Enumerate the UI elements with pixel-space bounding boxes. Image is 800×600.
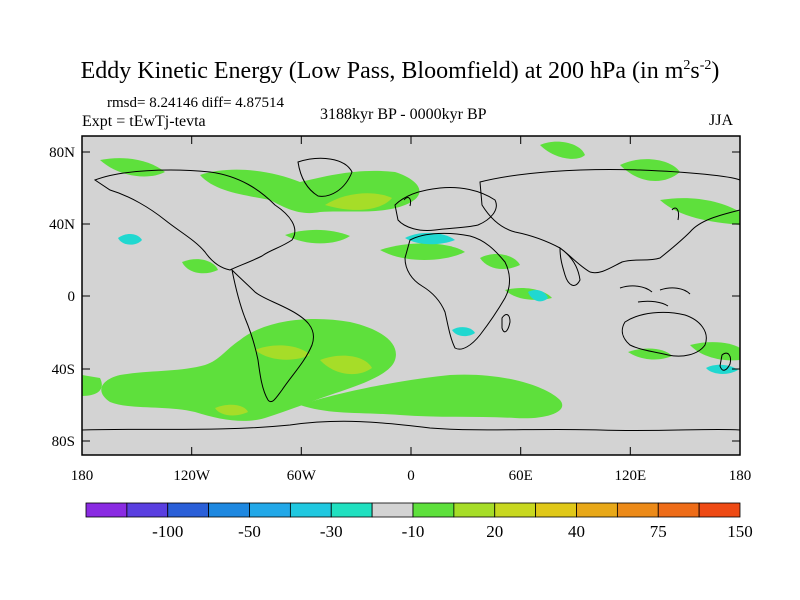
colorbar-swatch — [249, 502, 291, 518]
colorbar-swatch — [576, 502, 618, 518]
coastlines — [81, 157, 741, 432]
lon-label: 120W — [173, 468, 211, 484]
experiment-label: Expt = tEwTj-tevta — [82, 113, 206, 130]
colorbar — [85, 502, 741, 518]
lat-label: 40N — [49, 217, 75, 233]
colorbar-swatch — [412, 502, 455, 518]
map-panel — [81, 135, 741, 456]
colorbar-label: 75 — [650, 522, 667, 541]
lon-label: 0 — [407, 468, 415, 484]
colorbar-label: 40 — [568, 522, 585, 541]
negative-anomaly-regions — [118, 232, 738, 374]
positive-anomaly-regions — [82, 141, 740, 421]
colorbar-swatch — [330, 502, 373, 518]
colorbar-swatch — [371, 502, 414, 518]
map-title: Eddy Kinetic Energy (Low Pass, Bloomfiel… — [80, 58, 720, 84]
lon-label: 180 — [729, 468, 752, 484]
colorbar-label: 150 — [727, 522, 753, 541]
colorbar-swatch — [167, 502, 210, 518]
lon-label: 180 — [71, 468, 94, 484]
stats-label: rmsd= 8.24146 diff= 4.87514 — [107, 95, 285, 111]
season-label: JJA — [709, 112, 734, 129]
lat-label: 80N — [49, 145, 75, 161]
period-label: 3188kyr BP - 0000kyr BP — [320, 106, 487, 123]
colorbar-swatch — [289, 502, 332, 518]
colorbar-label: -50 — [238, 522, 261, 541]
colorbar-swatch — [208, 502, 250, 518]
colorbar-swatch — [535, 502, 577, 518]
lon-label: 120E — [614, 468, 646, 484]
lat-label: 0 — [68, 289, 76, 305]
colorbar-swatch — [494, 502, 537, 518]
colorbar-swatch — [126, 502, 169, 518]
colorbar-label: -100 — [152, 522, 183, 541]
colorbar-swatch — [616, 502, 659, 518]
lon-label: 60E — [509, 468, 533, 484]
colorbar-swatch — [657, 502, 700, 518]
colorbar-swatch — [85, 502, 128, 518]
colorbar-label: -10 — [402, 522, 425, 541]
lat-label: 40S — [52, 362, 75, 378]
lat-axis: 80N 40N 0 40S 80S — [49, 145, 740, 450]
colorbar-label: 20 — [486, 522, 503, 541]
colorbar-labels: -100 -50 -30 -10 20 40 75 150 — [152, 522, 753, 541]
lon-axis: 180 120W 60W 0 60E 120E 180 — [71, 136, 752, 484]
lat-label: 80S — [52, 434, 75, 450]
colorbar-label: -30 — [320, 522, 343, 541]
colorbar-swatch — [453, 502, 496, 518]
colorbar-swatch — [698, 502, 741, 518]
strong-positive-regions — [215, 193, 392, 416]
lon-label: 60W — [287, 468, 317, 484]
